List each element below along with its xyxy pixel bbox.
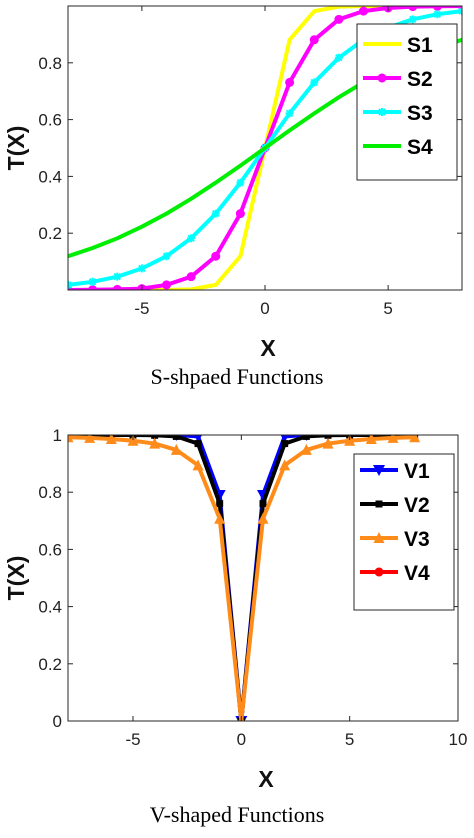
x-tick-label: -5 [125, 730, 140, 749]
x-tick-label: -5 [134, 299, 149, 318]
y-tick-label: 0 [53, 712, 62, 731]
legend-label-S3: S3 [407, 102, 433, 125]
legend-marker-S2 [377, 73, 387, 83]
legend-label-S2: S2 [407, 68, 433, 91]
data-point [214, 512, 226, 524]
data-point [322, 437, 334, 449]
data-point [68, 435, 74, 443]
legend-box [353, 453, 455, 611]
y-tick-label: 0.6 [38, 111, 62, 130]
legend-label-S4: S4 [407, 136, 433, 159]
x-tick-label: 0 [260, 299, 269, 318]
legend-marker-S3 [378, 108, 386, 116]
series-line-V3 [68, 435, 415, 721]
data-point [162, 280, 171, 290]
legend-label-V3: V3 [404, 528, 430, 551]
data-point [151, 435, 159, 439]
data-point [259, 500, 267, 508]
legend-label-V2: V2 [404, 494, 430, 517]
data-point [285, 77, 295, 87]
data-point [236, 178, 245, 187]
data-point [170, 443, 182, 455]
data-point [216, 500, 224, 508]
data-point [235, 209, 245, 219]
data-point [193, 435, 203, 443]
data-point [88, 277, 97, 286]
y-tick-label: 0.2 [38, 655, 62, 674]
figure-caption: S-shpaed Functions [151, 364, 324, 389]
x-tick-label: 0 [237, 730, 246, 749]
x-axis-label: X [258, 766, 274, 792]
data-point [334, 53, 343, 62]
y-tick-label: 0.4 [38, 167, 62, 186]
x-tick-label: 5 [383, 299, 392, 318]
data-point [310, 78, 319, 87]
data-point [211, 251, 221, 261]
data-point [84, 435, 96, 443]
data-point [300, 443, 312, 455]
data-point [280, 435, 289, 443]
data-point [408, 15, 417, 24]
data-point [344, 435, 356, 446]
data-point [192, 459, 204, 471]
data-point [211, 209, 220, 218]
figure-caption: V-shaped Functions [150, 802, 325, 827]
y-axis-label: T(X) [3, 556, 29, 601]
data-point [359, 6, 368, 16]
legend-marker-V4 [374, 567, 384, 577]
x-axis-label: X [260, 335, 276, 361]
y-tick-label: 0.4 [38, 598, 62, 617]
data-point [186, 272, 196, 282]
data-point [105, 435, 117, 445]
y-axis-label: T(X) [3, 126, 29, 171]
y-tick-label: 0.2 [38, 224, 62, 243]
plot-frame [67, 434, 459, 722]
data-point [127, 435, 139, 446]
legend-box [356, 23, 458, 181]
data-point [194, 440, 202, 448]
series-V3 [68, 435, 421, 721]
data-point [112, 284, 122, 290]
legend: V1 V2 V3 V4 [353, 453, 455, 611]
data-point [324, 435, 332, 439]
data-point [334, 14, 344, 24]
legend: S1 S2 S3 S4 [356, 23, 458, 181]
legend-label-V4: V4 [404, 562, 430, 585]
y-tick-label: 1 [53, 426, 62, 445]
legend-marker-V3 [373, 532, 385, 543]
data-point [365, 435, 377, 445]
data-point [387, 435, 399, 443]
data-point [172, 435, 180, 440]
data-point [279, 459, 291, 471]
y-tick-label: 0.8 [38, 483, 62, 502]
data-point [285, 109, 294, 118]
data-point [113, 272, 122, 281]
data-point [433, 10, 442, 19]
data-point [149, 437, 161, 449]
data-point [257, 512, 269, 524]
data-point [409, 435, 421, 443]
data-point [281, 440, 289, 448]
data-point [302, 435, 310, 440]
data-point [408, 6, 418, 12]
data-point [309, 35, 319, 45]
x-tick-label: 5 [345, 730, 354, 749]
data-point [137, 264, 146, 273]
legend-marker-V2 [375, 500, 383, 508]
y-tick-label: 0.6 [38, 540, 62, 559]
legend-marker-V1 [373, 465, 385, 476]
data-point [187, 234, 196, 243]
legend-label-V1: V1 [404, 460, 430, 483]
y-tick-label: 0.8 [38, 54, 62, 73]
x-tick-label: 10 [449, 730, 468, 749]
data-point [162, 252, 171, 261]
legend-label-S1: S1 [407, 34, 433, 57]
